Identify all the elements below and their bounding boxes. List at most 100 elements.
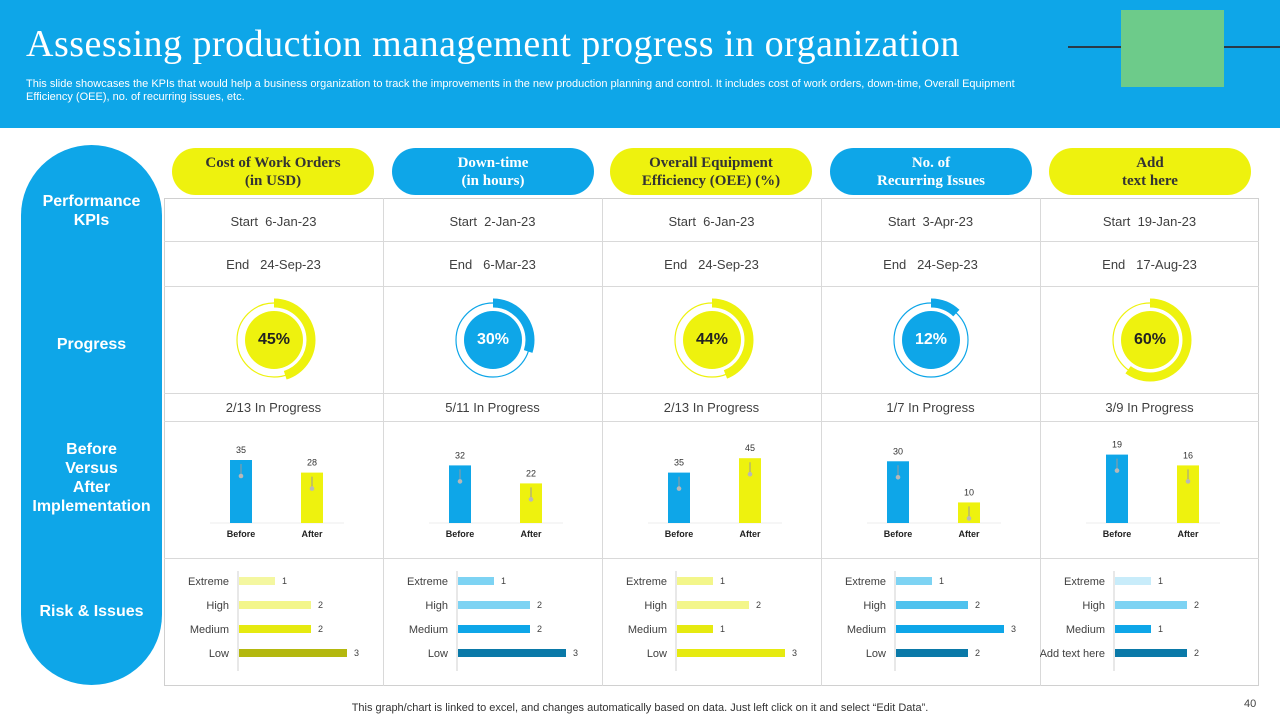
progress-percent-label: 44% xyxy=(696,331,728,348)
risk-bar xyxy=(239,577,275,585)
bar-marker-dot xyxy=(1114,468,1120,473)
kpi-header-oee: Overall Equipment Efficiency (OEE) (%) xyxy=(610,148,812,195)
risk-value-label: 2 xyxy=(975,648,980,658)
progress-donut-center xyxy=(902,311,960,369)
progress-donut: 60% xyxy=(1108,298,1192,382)
bar-marker-dot xyxy=(966,516,972,521)
bar-marker-dot xyxy=(1185,479,1191,484)
progress-donut: 44% xyxy=(670,298,754,382)
risk-value-label: 2 xyxy=(756,600,761,610)
progress-donut-arc xyxy=(451,298,535,382)
risk-value-label: 3 xyxy=(573,648,578,658)
bar-marker-dot xyxy=(895,474,901,480)
progress-percent-label: 60% xyxy=(1134,331,1166,348)
risk-bar xyxy=(458,649,566,657)
kpi-header-down-time: Down-time (in hours) xyxy=(392,148,594,195)
kpi-start-date: Start 6-Jan-23 xyxy=(668,214,755,229)
risk-category-label: Low xyxy=(209,648,229,660)
kpi-start-date: Start 2-Jan-23 xyxy=(449,214,536,229)
kpi-header-label: Down-time (in hours) xyxy=(457,154,529,189)
risk-value-label: 3 xyxy=(792,648,797,658)
row-divider xyxy=(164,393,1259,394)
risk-category-label: High xyxy=(863,600,886,612)
page-number: 40 xyxy=(1244,698,1257,710)
column-divider xyxy=(1040,198,1041,686)
risk-bar xyxy=(458,601,530,609)
progress-donut-arc xyxy=(232,298,316,382)
kpi-header-add-text: Add text here xyxy=(1049,148,1251,195)
kpi-status: 5/11 In Progress xyxy=(445,400,540,415)
bar xyxy=(887,461,909,523)
risk-value-label: 1 xyxy=(939,576,944,586)
bar xyxy=(1177,465,1199,523)
kpi-end-date: End 24-Sep-23 xyxy=(883,257,978,272)
risk-bar xyxy=(239,649,347,657)
kpi-header-label: Overall Equipment Efficiency (OEE) (%) xyxy=(641,154,781,189)
risk-category-label: Low xyxy=(428,648,448,660)
progress-donut-arc xyxy=(670,298,754,382)
risk-category-label: Medium xyxy=(1066,624,1105,636)
progress-donut: 12% xyxy=(889,298,973,382)
risk-category-label: Medium xyxy=(190,624,229,636)
risk-bar xyxy=(458,625,530,633)
bar xyxy=(1106,454,1128,523)
risk-category-label: Low xyxy=(866,648,886,660)
risk-category-label: High xyxy=(425,600,448,612)
risk-value-label: 2 xyxy=(1194,600,1199,610)
risk-category-label: Add text here xyxy=(1040,648,1105,660)
column-divider xyxy=(383,198,384,686)
risk-category-label: Extreme xyxy=(1064,576,1105,588)
bar xyxy=(668,472,690,523)
bar-marker-dot xyxy=(238,473,244,479)
bar-category-label: After xyxy=(520,529,541,539)
bar-category-label: Before xyxy=(884,529,913,539)
risk-value-label: 1 xyxy=(720,624,725,634)
bar-category-label: After xyxy=(301,529,322,539)
kpi-table xyxy=(164,198,1259,686)
before-after-chart: 30 Before 10 After xyxy=(867,446,1001,539)
risk-value-label: 3 xyxy=(1011,624,1016,634)
decorative-green-box xyxy=(1121,10,1224,87)
risk-bar xyxy=(677,649,785,657)
bar xyxy=(449,465,471,523)
risk-bar xyxy=(896,577,932,585)
footer-note: This graph/chart is linked to excel, and… xyxy=(351,702,929,714)
risk-category-label: Medium xyxy=(847,624,886,636)
bar-marker-dot xyxy=(747,471,753,477)
before-after-chart: 35 Before 28 After xyxy=(210,445,344,539)
bar-marker-dot xyxy=(309,486,315,491)
bar-value-label: 10 xyxy=(964,487,974,497)
kpi-start-date: Start 3-Apr-23 xyxy=(887,214,974,229)
risk-bar xyxy=(896,625,1004,633)
bar-category-label: After xyxy=(739,529,760,539)
bar xyxy=(301,472,323,523)
progress-donut: 30% xyxy=(451,298,535,382)
bar-value-label: 19 xyxy=(1112,440,1122,450)
bar-value-label: 32 xyxy=(455,450,465,460)
before-after-chart: 32 Before 22 After xyxy=(429,450,563,539)
risk-category-label: High xyxy=(644,600,667,612)
kpi-start-date: Start 19-Jan-23 xyxy=(1102,214,1197,229)
bar-value-label: 22 xyxy=(526,468,536,478)
risk-issues-chart: Extreme 1 High 2 Medium 3 Low 2 xyxy=(845,571,1016,671)
risk-category-label: High xyxy=(1082,600,1105,612)
bar-category-label: Before xyxy=(1103,529,1132,539)
kpi-status: 2/13 In Progress xyxy=(225,400,322,415)
risk-value-label: 2 xyxy=(318,600,323,610)
kpi-end-date: End 24-Sep-23 xyxy=(226,257,321,272)
risk-value-label: 2 xyxy=(318,624,323,634)
bar-value-label: 30 xyxy=(893,446,903,456)
risk-issues-chart: Extreme 1 High 2 Medium 1 Low 3 xyxy=(626,571,797,671)
row-divider xyxy=(164,421,1259,422)
risk-bar xyxy=(677,577,713,585)
progress-percent-label: 12% xyxy=(915,331,947,348)
kpi-header-cost-work-orders: Cost of Work Orders (in USD) xyxy=(172,148,374,195)
bar-category-label: After xyxy=(958,529,979,539)
risk-category-label: Low xyxy=(647,648,667,660)
progress-donut-arc xyxy=(889,298,973,382)
bar-value-label: 16 xyxy=(1183,450,1193,460)
row-divider xyxy=(164,558,1259,559)
progress-percent-label: 45% xyxy=(258,331,290,348)
risk-issues-chart: Extreme 1 High 2 Medium 2 Low 3 xyxy=(407,571,578,671)
before-after-chart: 35 Before 45 After xyxy=(648,443,782,539)
